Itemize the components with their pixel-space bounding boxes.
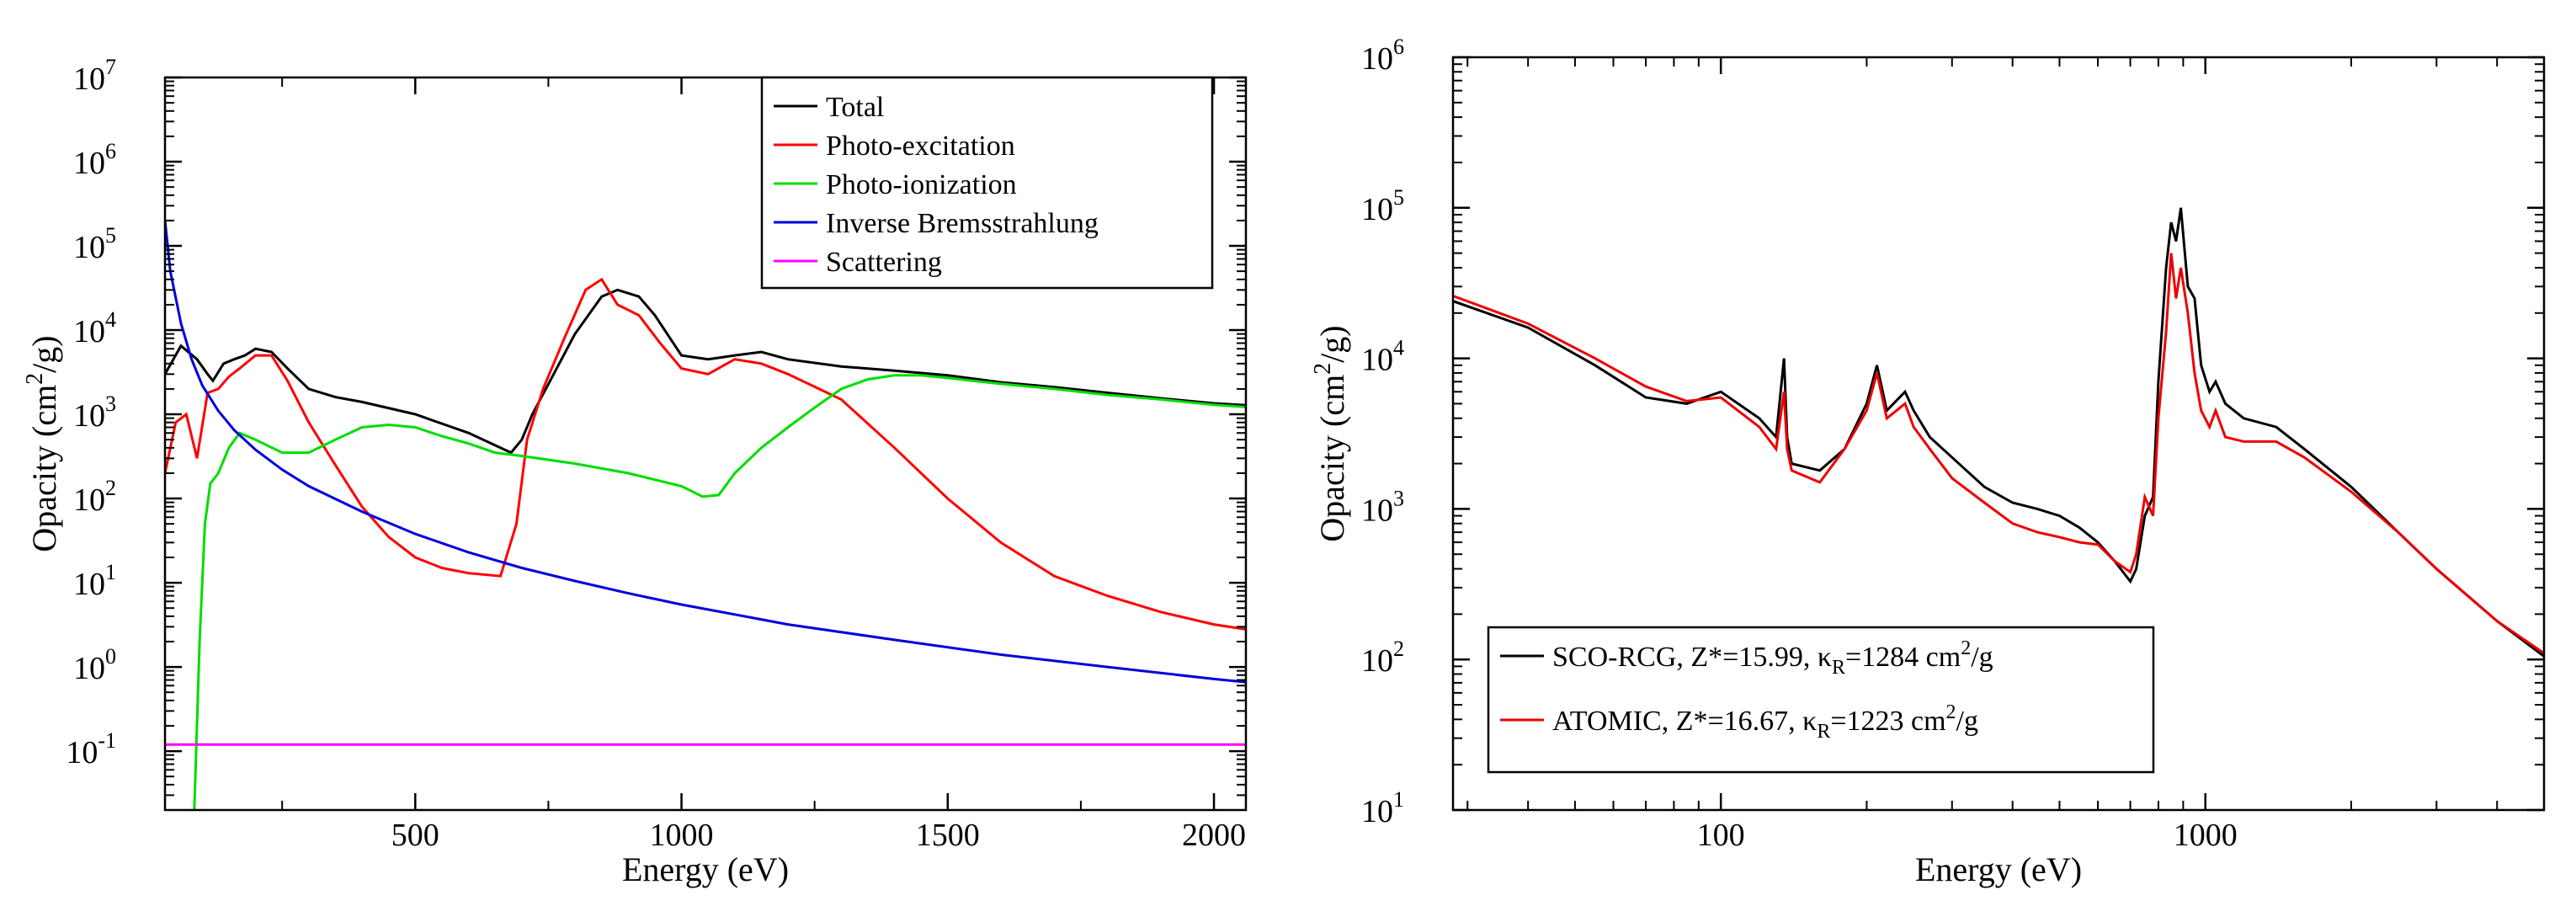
legend-label: Inverse Bremsstrahlung xyxy=(826,208,1099,239)
y-tick-label: 101 xyxy=(73,560,116,602)
series-line-0-2 xyxy=(193,374,1246,810)
legend-label: Photo-ionization xyxy=(826,169,1017,200)
series-line-0-3 xyxy=(165,220,1246,684)
y-tick-label: 102 xyxy=(73,476,116,518)
y-tick-label: 104 xyxy=(73,307,116,349)
x-tick-label: 1500 xyxy=(916,818,980,853)
series-line-1-0 xyxy=(1453,207,2544,658)
x-tick-label: 1000 xyxy=(650,818,714,853)
chart-opacity-log: 100 1000 101 102 103 104 105 106 Energy (eV) Opac… xyxy=(1310,35,2546,888)
x-tick-label: 100 xyxy=(1697,818,1745,853)
series-line-0-0 xyxy=(165,288,1246,455)
legend-label: Total xyxy=(826,92,884,123)
y-tick-label: 100 xyxy=(73,644,116,686)
y-tick-label: 106 xyxy=(73,139,116,181)
legend-label: ATOMIC, Z*=16.67, κR=1223 cm2/g xyxy=(1552,701,1978,743)
y-axis-label: Opacity (cm2/g) xyxy=(22,335,63,552)
legend-label: Scattering xyxy=(826,247,942,278)
x-axis-label: Energy (eV) xyxy=(1915,850,2082,888)
plot-frame xyxy=(1451,56,2546,812)
y-tick-label: 105 xyxy=(1361,185,1404,227)
legend-box xyxy=(1487,626,2155,774)
y-tick-label: 107 xyxy=(73,55,116,97)
x-tick-label: 500 xyxy=(391,818,439,853)
y-tick-label: 105 xyxy=(73,223,116,265)
y-tick-label: 104 xyxy=(1361,336,1404,378)
y-axis-label: Opacity (cm2/g) xyxy=(1310,325,1351,541)
x-tick-label: 2000 xyxy=(1182,818,1246,853)
legend-label: Photo-excitation xyxy=(826,131,1015,162)
y-tick-label: 101 xyxy=(1361,787,1404,829)
y-tick-label: 106 xyxy=(1361,35,1404,77)
legend-box xyxy=(760,76,1214,290)
plot-frame xyxy=(163,76,1248,812)
legend-label: SCO-RCG, Z*=15.99, κR=1284 cm2/g xyxy=(1552,637,1993,679)
x-axis-label: Energy (eV) xyxy=(622,850,789,888)
y-tick-label: 10-1 xyxy=(66,728,116,770)
y-tick-label: 102 xyxy=(1361,637,1404,679)
chart-opacity-linear: 500 1000 1500 2000 10-1 100 101 102 103 104 105 106… xyxy=(22,55,1248,888)
x-tick-label: 1000 xyxy=(2174,818,2238,853)
y-tick-label: 103 xyxy=(73,392,116,434)
series-line-1-1 xyxy=(1453,253,2544,655)
y-tick-label: 103 xyxy=(1361,486,1404,528)
series-line-0-1 xyxy=(165,277,1246,631)
